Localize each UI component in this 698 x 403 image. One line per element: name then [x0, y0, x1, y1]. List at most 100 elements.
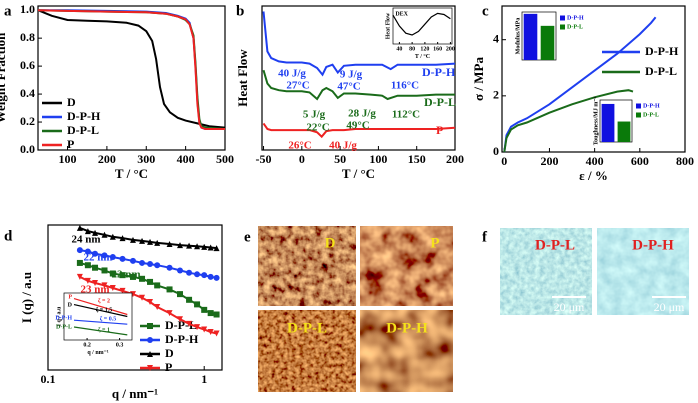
marker [101, 252, 108, 259]
marker [147, 238, 154, 245]
optical-image [597, 228, 689, 315]
plot-frame [63, 292, 133, 341]
legend-label: D [67, 95, 76, 109]
x-tick-label: 0.2 [83, 342, 91, 348]
marker [101, 231, 108, 238]
y-tick-label: 0 [493, 144, 499, 158]
annotation: 26°C [288, 140, 311, 152]
image-label: D [325, 235, 336, 251]
series-line [262, 11, 456, 77]
legend-label: D-P-H [567, 15, 584, 21]
legend-marker [147, 337, 153, 343]
x-tick-label: 160 [433, 46, 442, 52]
series-label: DEX [395, 11, 408, 17]
x-tick-label: 80 [409, 46, 415, 52]
marker [177, 267, 184, 274]
x-tick-label: 200 [98, 152, 116, 166]
image-label: D-P-H [386, 320, 428, 336]
series-line [503, 89, 634, 153]
x-tick-label: 100 [59, 152, 77, 166]
scale-bar-label: 20 μm [554, 300, 585, 314]
legend-swatch [560, 15, 565, 21]
panel-letter: f [482, 229, 488, 245]
marker [154, 282, 161, 289]
legend-swatch [636, 103, 641, 109]
y-tick-label: 2 [493, 88, 499, 102]
x-tick-label: 0.1 [41, 372, 56, 386]
x-tick-label: 50 [334, 152, 346, 166]
y-tick-label: 0.0 [20, 142, 35, 156]
legend-label: D-P-L [643, 112, 659, 118]
marker [147, 261, 154, 268]
legend-label: D-P-L [645, 64, 677, 78]
marker [154, 262, 161, 269]
legend-label: D-P-L [67, 123, 99, 137]
marker [84, 248, 91, 255]
series-line [73, 304, 128, 318]
annotation: 22°C [306, 122, 329, 134]
annotation: 112°C [392, 109, 420, 121]
scale-bar-label: 20 μm [654, 300, 685, 314]
marker [186, 242, 193, 249]
series-label: D-P-H [55, 315, 72, 321]
x-axis-label: T / °C [342, 166, 375, 181]
series-line [73, 319, 128, 325]
x-axis-label: T / °C [115, 166, 148, 181]
x-tick-label: 0.3 [116, 342, 124, 348]
marker [84, 228, 91, 235]
y-tick-label: 4 [493, 31, 499, 45]
y-axis-label: Heat Flow [235, 49, 250, 107]
y-tick-label: 0.4 [20, 86, 35, 100]
marker [194, 301, 201, 308]
y-axis-label: Toughness/MJ m⁻³ [593, 97, 599, 146]
image-label: D-P-H [632, 237, 674, 253]
legend-label: P [67, 137, 74, 151]
marker [186, 320, 193, 327]
annotation: 40 J/g [278, 68, 306, 80]
marker [177, 291, 184, 298]
marker [119, 287, 126, 294]
x-tick-label: 150 [408, 152, 426, 166]
y-tick-label: 1.0 [20, 2, 35, 16]
x-tick-label: 600 [631, 154, 649, 168]
x-axis-label: q / nm⁻¹ [112, 386, 158, 401]
marker [92, 250, 99, 257]
bar [523, 13, 538, 61]
annotation: 40 J/g [329, 140, 357, 152]
y-axis-label: Weight Fraction [0, 32, 8, 123]
marker [101, 267, 108, 274]
annotation: 5 J/g [303, 109, 326, 121]
marker [201, 306, 208, 313]
marker [213, 274, 220, 281]
x-tick-label: 1 [201, 372, 207, 386]
series-label: D-P-L [56, 324, 72, 330]
marker [194, 271, 201, 278]
x-axis-label: q / nm⁻¹ [87, 350, 109, 356]
x-tick-label: 400 [586, 154, 604, 168]
y-tick-label: 0.8 [20, 30, 35, 44]
annotation: 24 nm [71, 234, 100, 246]
annotation: ζ = 1 [98, 326, 110, 333]
bar [601, 103, 615, 142]
image-label: D-P-L [535, 237, 575, 253]
annotation: 22 nm [111, 269, 140, 281]
panel-letter: e [244, 229, 251, 245]
legend-swatch [636, 112, 641, 118]
annotation: 47°C [337, 81, 360, 93]
marker [109, 270, 116, 277]
marker [207, 273, 214, 280]
annotation: 116°C [391, 80, 419, 92]
y-axis-label: Modulus/MPa [515, 18, 521, 55]
panel-letter: c [482, 3, 489, 19]
annotation: 49°C [346, 120, 369, 132]
x-tick-label: 40 [396, 46, 402, 52]
legend-label: P [165, 360, 172, 374]
marker [213, 245, 220, 252]
marker [201, 243, 208, 250]
optical-image [500, 228, 592, 315]
image-label: P [430, 235, 439, 251]
marker [154, 303, 161, 310]
marker [207, 244, 214, 251]
bar [540, 25, 555, 60]
